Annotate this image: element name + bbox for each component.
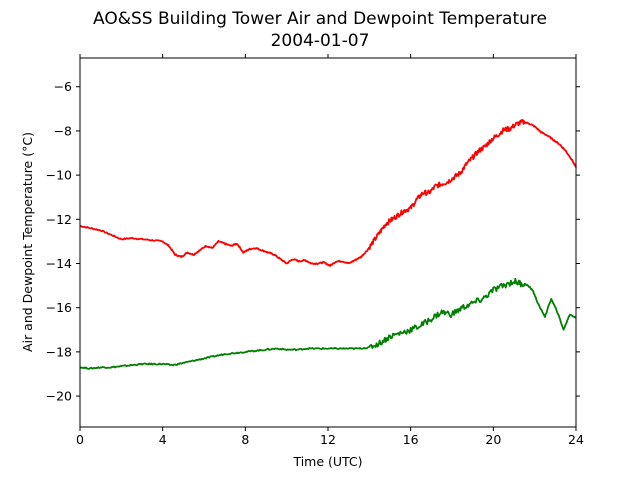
y-tick-label: −16 xyxy=(46,300,72,315)
y-tick-label: −20 xyxy=(46,389,72,404)
series-layer xyxy=(79,119,577,370)
x-axis-ticks: 0 4 8 12 16 20 24 xyxy=(76,54,584,447)
y-axis-ticks: −20 −18 −16 −14 −12 −10 −8 −6 xyxy=(46,79,580,404)
x-tick-label: 20 xyxy=(485,432,501,447)
plot-frame xyxy=(79,57,577,428)
chart-subtitle: 2004-01-07 xyxy=(271,31,370,51)
y-tick-label: −10 xyxy=(46,168,72,183)
x-tick-label: 8 xyxy=(241,432,249,447)
x-tick-label: 0 xyxy=(76,432,84,447)
y-axis-label: Air and Dewpoint Temperature (°C) xyxy=(20,132,35,352)
y-tick-label: −12 xyxy=(46,212,72,227)
y-tick-label: −14 xyxy=(46,256,72,271)
x-tick-label: 4 xyxy=(159,432,167,447)
series-line-2 xyxy=(79,277,577,370)
y-tick-label: −8 xyxy=(54,123,72,138)
x-axis-label: Time (UTC) xyxy=(292,454,362,469)
chart-title: AO&SS Building Tower Air and Dewpoint Te… xyxy=(93,9,547,29)
series-line-1 xyxy=(79,119,577,267)
y-tick-label: −18 xyxy=(46,344,72,359)
x-tick-label: 12 xyxy=(320,432,336,447)
y-tick-label: −6 xyxy=(54,79,72,94)
x-tick-label: 16 xyxy=(403,432,419,447)
x-tick-label: 24 xyxy=(568,432,584,447)
